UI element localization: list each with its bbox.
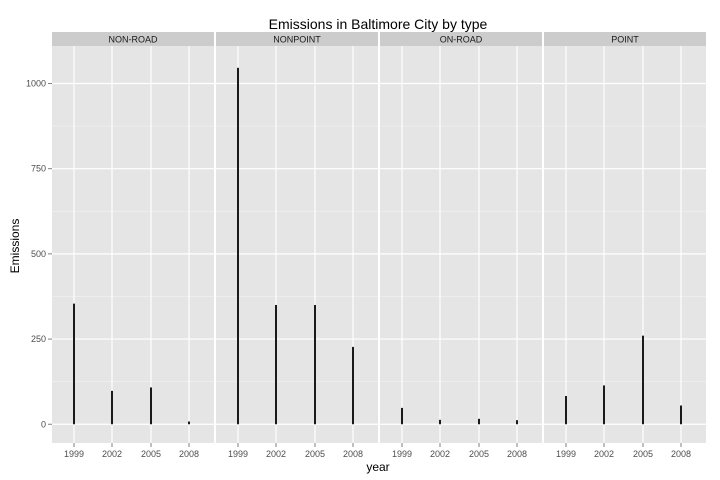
y-axis-title: Emissions bbox=[8, 219, 22, 274]
x-tick-label: 2002 bbox=[594, 449, 614, 459]
y-tick-label: 1000 bbox=[26, 78, 46, 88]
x-tick-label: 2008 bbox=[671, 449, 691, 459]
bar-nonpoint-2005 bbox=[314, 304, 316, 425]
bar-non-road-2002 bbox=[111, 390, 113, 425]
x-tick-label: 2002 bbox=[430, 449, 450, 459]
x-tick-label: 2002 bbox=[266, 449, 286, 459]
x-tick-label: 1999 bbox=[556, 449, 576, 459]
bar-point-2002 bbox=[603, 385, 605, 425]
x-tick-label: 1999 bbox=[392, 449, 412, 459]
facet-strip bbox=[216, 32, 378, 46]
bar-on-road-2008 bbox=[516, 420, 518, 425]
bar-point-2008 bbox=[680, 405, 682, 425]
y-axis: 0 250 500 750 1000 bbox=[26, 78, 52, 429]
x-tick-label: 2008 bbox=[343, 449, 363, 459]
bar-nonpoint-2008 bbox=[352, 346, 354, 425]
x-axis-title: year bbox=[366, 460, 389, 474]
panel-background bbox=[380, 46, 542, 443]
facet-panels: NON-ROAD 1999 2002 2005 2008 NONPOINT 1999 2002… bbox=[52, 32, 706, 459]
facet-strip bbox=[544, 32, 706, 46]
y-tick-label: 500 bbox=[31, 249, 46, 259]
facet-strip-label: NONPOINT bbox=[273, 35, 321, 45]
facet-panel-nonpoint: NONPOINT 1999 2002 2005 2008 bbox=[216, 32, 378, 459]
bar-on-road-2005 bbox=[478, 418, 480, 425]
facet-strip-label: NON-ROAD bbox=[109, 35, 158, 45]
facet-strip bbox=[52, 32, 214, 46]
x-tick-label: 2002 bbox=[102, 449, 122, 459]
x-tick-label: 2005 bbox=[141, 449, 161, 459]
x-tick-label: 2005 bbox=[633, 449, 653, 459]
facet-panel-point: POINT 1999 2002 2005 2008 bbox=[544, 32, 706, 459]
bar-on-road-1999 bbox=[401, 407, 403, 425]
panel-background bbox=[52, 46, 214, 443]
bar-non-road-2005 bbox=[150, 387, 152, 425]
chart-title: Emissions in Baltimore City by type bbox=[269, 16, 488, 32]
x-tick-label: 2005 bbox=[469, 449, 489, 459]
bar-point-1999 bbox=[565, 395, 567, 425]
panel-background bbox=[216, 46, 378, 443]
facet-strip-label: POINT bbox=[611, 35, 639, 45]
x-tick-label: 2008 bbox=[507, 449, 527, 459]
y-tick-label: 0 bbox=[41, 419, 46, 429]
y-tick-label: 750 bbox=[31, 164, 46, 174]
bar-nonpoint-2002 bbox=[275, 304, 277, 425]
bar-point-2005 bbox=[642, 335, 644, 425]
y-tick-label: 250 bbox=[31, 334, 46, 344]
facet-strip-label: ON-ROAD bbox=[440, 35, 483, 45]
bar-on-road-2002 bbox=[439, 419, 441, 425]
x-tick-label: 2005 bbox=[305, 449, 325, 459]
bar-non-road-2008 bbox=[188, 421, 190, 425]
x-tick-label: 2008 bbox=[179, 449, 199, 459]
x-tick-label: 1999 bbox=[228, 449, 248, 459]
x-tick-label: 1999 bbox=[64, 449, 84, 459]
panel-background bbox=[544, 46, 706, 443]
facet-panel-non-road: NON-ROAD 1999 2002 2005 2008 bbox=[52, 32, 214, 459]
facet-strip bbox=[380, 32, 542, 46]
facet-panel-on-road: ON-ROAD 1999 2002 2005 2008 bbox=[380, 32, 542, 459]
bar-non-road-1999 bbox=[73, 303, 75, 425]
bar-nonpoint-1999 bbox=[237, 67, 239, 425]
